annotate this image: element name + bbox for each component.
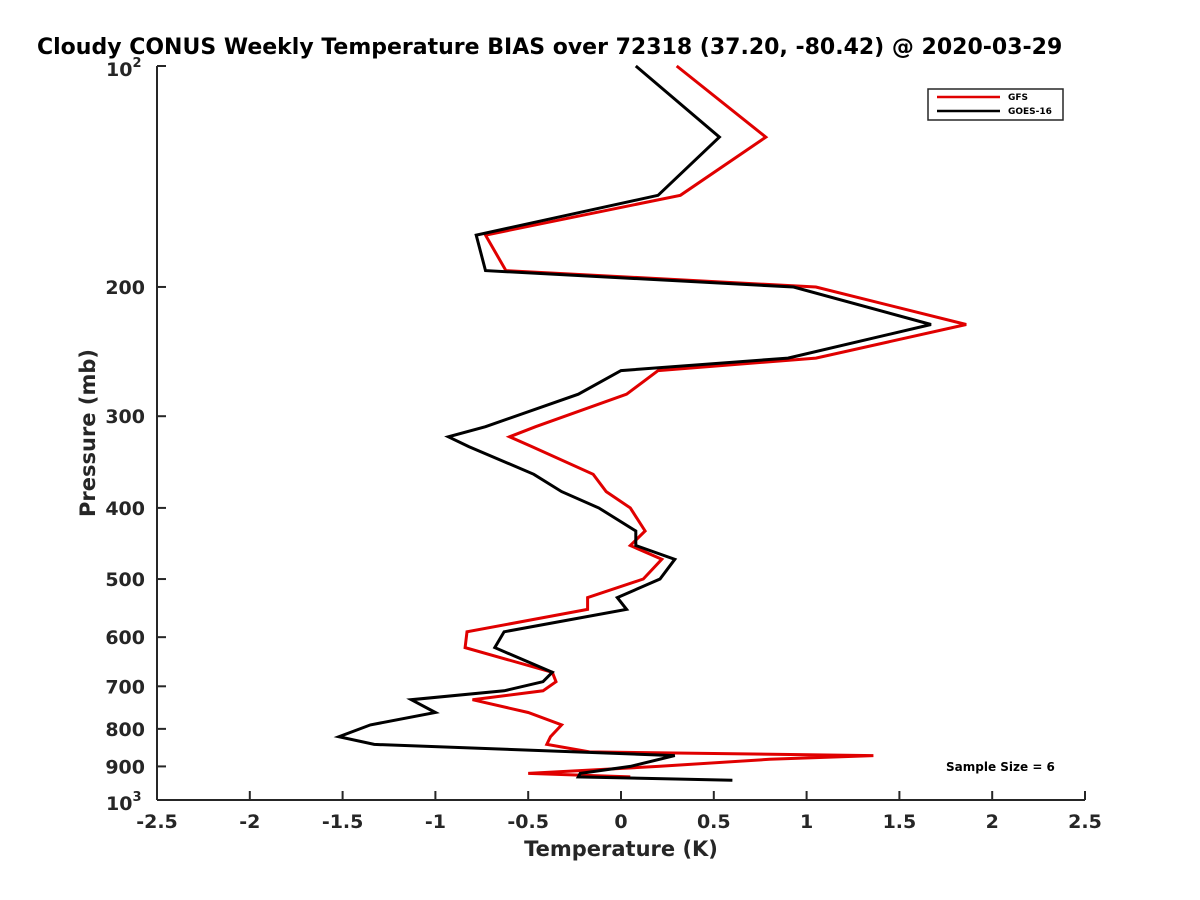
legend: GFS GOES-16 xyxy=(927,88,1064,121)
y-tick-label: 600 xyxy=(105,627,145,649)
legend-label-gfs: GFS xyxy=(1008,93,1028,103)
x-ticks: -2.5 -2 -1.5 -1 -0.5 0 0.5 1 1.5 2 2.5 xyxy=(136,791,1102,833)
x-tick-label: 0.5 xyxy=(697,811,731,833)
y-tick-label: 500 xyxy=(105,569,145,591)
y-tick-label: 300 xyxy=(105,406,145,428)
series-line-goes-16 xyxy=(333,64,932,782)
chart-title: Cloudy CONUS Weekly Temperature BIAS ove… xyxy=(37,35,1062,60)
y-tick-label: 800 xyxy=(105,719,145,741)
y-tick-label: 900 xyxy=(105,756,145,778)
x-tick-label: -2 xyxy=(239,811,260,833)
legend-label-goes16: GOES-16 xyxy=(1008,107,1052,117)
x-tick-label: 0 xyxy=(614,811,627,833)
series-line-gfs xyxy=(463,64,967,779)
series-layer xyxy=(333,64,967,782)
y-tick-label: 400 xyxy=(105,498,145,520)
y-axis-label: Pressure (mb) xyxy=(76,349,100,517)
y-tick-label: 700 xyxy=(105,676,145,698)
x-tick-label: -2.5 xyxy=(136,811,178,833)
x-tick-label: 1.5 xyxy=(883,811,917,833)
x-tick-label: 2.5 xyxy=(1068,811,1102,833)
x-tick-label: 2 xyxy=(986,811,999,833)
x-tick-label: -1 xyxy=(425,811,446,833)
plot-area: -2.5 -2 -1.5 -1 -0.5 0 0.5 1 1.5 2 2.5 200 300 400 50… xyxy=(105,64,1102,833)
x-tick-label: -0.5 xyxy=(507,811,549,833)
y-tick-label: 200 xyxy=(105,277,145,299)
x-axis-label: Temperature (K) xyxy=(524,837,718,861)
sample-size-annotation: Sample Size = 6 xyxy=(946,760,1055,774)
y-tick-label-top: 102 xyxy=(106,56,142,81)
y-tick-label-bottom: 103 xyxy=(106,790,142,815)
y-ticks: 200 300 400 500 600 700 800 900 xyxy=(105,65,166,801)
legend-box xyxy=(927,88,1064,121)
y-axis-endpoint-labels: 102 103 xyxy=(106,56,142,815)
plot-background xyxy=(157,66,1085,800)
x-tick-label: 1 xyxy=(800,811,813,833)
x-tick-label: -1.5 xyxy=(322,811,364,833)
